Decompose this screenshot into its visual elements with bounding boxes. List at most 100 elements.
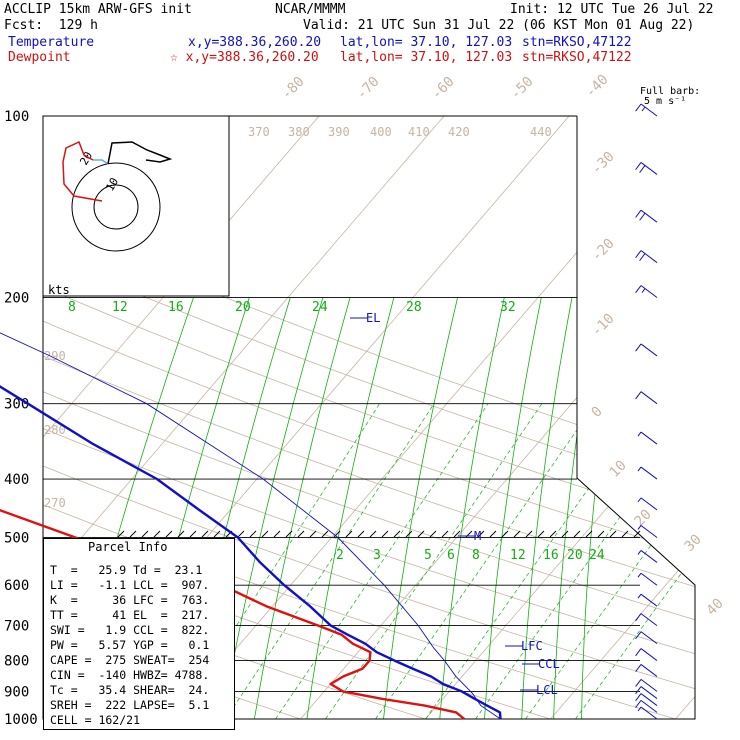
temperature-station: stn=RKSO,47122 [522,35,632,50]
mixing-ratio-label: 24 [589,548,605,563]
wind-barb-flag [635,648,642,657]
hatch-mark [453,530,461,538]
wind-barb-flag [637,497,642,503]
dry-adiabat [43,116,695,719]
hatch-mark [297,530,305,538]
wind-barb [635,631,658,645]
wind-barb [635,699,658,713]
wind-barb-staff [640,162,658,175]
hatch-mark [237,530,245,538]
theta-label: 370 [248,125,270,139]
parcel-info-row: PW = 5.57 YGP = 0.1 [50,638,210,652]
hatch-mark [309,530,317,538]
hatch-mark [525,530,533,538]
hatch-mark [273,530,281,538]
wind-barb [635,391,658,405]
hatch-mark [501,530,509,538]
wind-barb-flag [641,288,646,293]
wind-barb-staff [640,664,658,677]
mixing-ratio-label: 8 [68,300,76,315]
temperature-axis-label: -30 [589,149,618,178]
hatch-mark [405,530,413,538]
theta-label: 380 [288,125,310,139]
wind-barb-flag [635,693,642,702]
hodograph-ring-label: 10 [103,176,121,194]
wind-barb-flag [635,162,642,170]
wind-barb-flag [637,550,642,555]
wind-barb-flag [635,343,642,352]
mixing-ratio-label: 20 [567,548,583,563]
hatch-mark [549,530,557,538]
theta-label: 280 [44,423,66,437]
wind-barb-flag [635,700,642,708]
wind-barb-staff [640,209,658,223]
wind-barb [635,162,658,175]
hatch-mark [285,530,293,538]
wind-barb-staff [640,648,658,661]
isotherm-line [43,116,320,719]
hodograph-inset: 10 20 kts [42,115,230,297]
wind-barb-staff [640,103,658,117]
wind-barb [635,343,658,357]
temperature-xy: x,y=388.36,260.20 [188,35,322,50]
parcel-info-row: CELL = 162/21 [50,713,141,727]
wind-barb-flag [635,391,642,400]
temperature-axis-label: 40 [704,596,727,619]
dry-adiabat [43,116,695,719]
hatch-mark [153,530,161,538]
isotherm-line [43,116,445,719]
pressure-label: 700 [4,619,29,635]
wind-barb-flag [635,631,642,640]
wind-barb-staff [640,466,658,480]
wind-barb [635,285,658,298]
hatch-mark [333,530,341,538]
wind-barb [635,613,658,626]
hatch-mark [129,530,137,538]
temperature-axis-label: -50 [508,74,537,103]
wind-barb-staff [640,686,658,699]
wind-barb [637,431,658,445]
hatch-mark [369,530,377,538]
wind-barb-staff [640,550,658,563]
wind-barb-flag [635,285,642,294]
dry-adiabat [43,116,695,719]
temperature-legend: Temperature [8,35,95,50]
isotherm-line [675,116,695,719]
parcel-info-row: LI = -1.1 LCL = 907. [50,578,210,592]
parcel-info-box: Parcel Info T = 25.9 Td = 23.1 LI = -1.1 … [43,538,235,730]
hodograph-ring-label: 20 [77,150,95,168]
model-title: ACCLIP 15km ARW-GFS init [4,2,192,17]
wind-barb-staff [640,613,658,626]
level-marker-label: LFC [521,639,543,653]
wind-barb-flag [637,572,642,578]
level-marker-label: M [474,529,481,543]
moist-adiabat [425,403,649,719]
hatch-mark [633,530,641,538]
wind-barb-staff [640,631,658,645]
wind-barb-staff [640,497,658,511]
parcel-info-row: TT = 41 EL = 217. [50,608,210,622]
isotherm-line [425,116,695,719]
mixing-ratio-label: 24 [312,300,328,315]
hatch-mark [141,530,149,538]
hatch-mark [417,530,425,538]
hatch-mark [477,530,485,538]
hatch-mark [393,530,401,538]
wind-barb [637,593,658,607]
pressure-label: 400 [4,472,29,488]
wind-barb-flag [637,706,642,712]
wind-barb-staff [640,679,658,692]
temperature-axis-label: 30 [682,532,705,555]
hatch-mark [345,530,353,538]
hatch-mark [441,530,449,538]
hodograph-ring [93,184,139,230]
wind-barb-staff [640,250,658,263]
hatch-mark [201,530,209,538]
parcel-path [0,332,501,720]
wind-barb-flag [639,165,646,173]
hatch-mark [489,530,497,538]
pressure-label: 500 [4,530,29,546]
wind-barb [637,572,658,586]
wind-barb-staff [640,706,658,720]
moist-adiabat [275,403,489,719]
